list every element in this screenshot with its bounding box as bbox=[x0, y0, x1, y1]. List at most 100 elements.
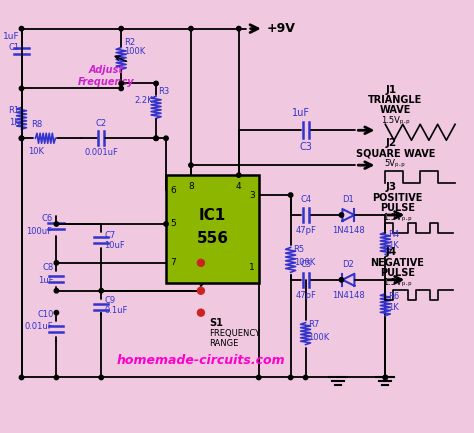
Circle shape bbox=[19, 86, 24, 90]
Circle shape bbox=[198, 287, 204, 294]
Text: R8: R8 bbox=[31, 120, 42, 129]
Text: 1N4148: 1N4148 bbox=[332, 226, 365, 235]
Text: C7: C7 bbox=[104, 231, 116, 240]
Circle shape bbox=[164, 222, 168, 226]
Circle shape bbox=[19, 26, 24, 31]
Text: D1: D1 bbox=[343, 195, 354, 204]
Text: TRIANGLE: TRIANGLE bbox=[368, 95, 422, 105]
Text: C6: C6 bbox=[41, 214, 53, 223]
Text: 7: 7 bbox=[170, 259, 176, 267]
Text: R3: R3 bbox=[158, 87, 169, 96]
Text: 4: 4 bbox=[236, 182, 242, 191]
Text: S1: S1 bbox=[209, 318, 223, 328]
Text: 1N4148: 1N4148 bbox=[332, 291, 365, 300]
Circle shape bbox=[339, 278, 344, 282]
Circle shape bbox=[54, 222, 59, 226]
Text: POSITIVE: POSITIVE bbox=[372, 193, 422, 203]
Text: C8: C8 bbox=[42, 263, 54, 272]
Circle shape bbox=[154, 81, 158, 86]
Text: 1.5Vₚ.ₚ: 1.5Vₚ.ₚ bbox=[383, 213, 411, 223]
Circle shape bbox=[339, 213, 344, 217]
Text: RANGE: RANGE bbox=[209, 339, 238, 348]
Circle shape bbox=[19, 136, 24, 140]
Text: homemade-circuits.com: homemade-circuits.com bbox=[117, 354, 285, 367]
Text: J2: J2 bbox=[385, 138, 396, 148]
Text: 100K: 100K bbox=[293, 259, 315, 267]
Text: 2.2K: 2.2K bbox=[135, 96, 153, 105]
Text: 1.5Vₚ.ₚ: 1.5Vₚ.ₚ bbox=[383, 278, 411, 287]
Text: 8: 8 bbox=[188, 182, 194, 191]
Text: NEGATIVE: NEGATIVE bbox=[370, 258, 424, 268]
Circle shape bbox=[154, 136, 158, 140]
Circle shape bbox=[198, 309, 204, 316]
Circle shape bbox=[237, 173, 241, 178]
Text: 556: 556 bbox=[196, 231, 228, 246]
Text: R5: R5 bbox=[293, 246, 305, 255]
Text: 100K: 100K bbox=[309, 333, 330, 342]
Circle shape bbox=[119, 81, 123, 86]
Text: 0.01uF: 0.01uF bbox=[25, 322, 54, 331]
Text: 100K: 100K bbox=[124, 47, 146, 56]
Circle shape bbox=[99, 288, 103, 293]
Text: 100uF: 100uF bbox=[27, 227, 53, 236]
Text: R7: R7 bbox=[309, 320, 320, 329]
Text: C4: C4 bbox=[300, 195, 311, 204]
Text: 10K: 10K bbox=[28, 147, 45, 156]
Circle shape bbox=[288, 375, 293, 380]
Text: D2: D2 bbox=[343, 260, 354, 269]
Text: 1uF: 1uF bbox=[292, 108, 310, 118]
Circle shape bbox=[154, 136, 158, 140]
Text: J3: J3 bbox=[385, 182, 396, 192]
Circle shape bbox=[19, 375, 24, 380]
Text: C2: C2 bbox=[96, 120, 107, 128]
Circle shape bbox=[256, 375, 261, 380]
Bar bbox=[166, 175, 259, 283]
Text: R6: R6 bbox=[388, 292, 400, 301]
Circle shape bbox=[119, 86, 123, 90]
Circle shape bbox=[54, 261, 59, 265]
Text: Adjust: Adjust bbox=[89, 65, 124, 75]
Circle shape bbox=[303, 375, 308, 380]
Text: 47pF: 47pF bbox=[295, 226, 316, 235]
Text: 1K: 1K bbox=[388, 242, 399, 250]
Circle shape bbox=[54, 310, 59, 315]
Text: 5Vₚ.ₚ: 5Vₚ.ₚ bbox=[385, 158, 406, 168]
Text: C5: C5 bbox=[300, 260, 311, 269]
Text: 1K: 1K bbox=[388, 303, 399, 312]
Text: IC1: IC1 bbox=[199, 207, 226, 223]
Text: C9: C9 bbox=[104, 296, 115, 305]
Text: C10: C10 bbox=[37, 310, 54, 319]
Text: PULSE: PULSE bbox=[380, 203, 415, 213]
Text: 0.001uF: 0.001uF bbox=[84, 148, 118, 157]
Text: 5: 5 bbox=[170, 220, 176, 229]
Text: 1.5Vₚ.ₚ: 1.5Vₚ.ₚ bbox=[381, 116, 410, 125]
Circle shape bbox=[164, 136, 168, 140]
Circle shape bbox=[54, 375, 59, 380]
Circle shape bbox=[237, 26, 241, 31]
Text: R1: R1 bbox=[9, 106, 19, 115]
Text: FREQUENCY: FREQUENCY bbox=[209, 329, 260, 338]
Text: Frequency: Frequency bbox=[78, 78, 135, 87]
Text: 1: 1 bbox=[249, 263, 255, 272]
Text: R2: R2 bbox=[124, 38, 135, 47]
Text: C1: C1 bbox=[9, 43, 19, 52]
Circle shape bbox=[189, 163, 193, 168]
Circle shape bbox=[19, 136, 24, 140]
Circle shape bbox=[119, 26, 123, 31]
Circle shape bbox=[198, 259, 204, 266]
Text: J4: J4 bbox=[385, 247, 397, 257]
Text: J1: J1 bbox=[385, 85, 396, 95]
Circle shape bbox=[288, 193, 293, 197]
Text: 6: 6 bbox=[170, 186, 176, 194]
Circle shape bbox=[189, 26, 193, 31]
Circle shape bbox=[54, 288, 59, 293]
Text: 1uF: 1uF bbox=[38, 276, 54, 285]
Text: R4: R4 bbox=[388, 230, 400, 239]
Circle shape bbox=[383, 375, 387, 380]
Text: PULSE: PULSE bbox=[380, 268, 415, 278]
Text: 10uF: 10uF bbox=[104, 242, 125, 250]
Circle shape bbox=[99, 375, 103, 380]
Text: 1K: 1K bbox=[9, 118, 19, 127]
Text: 3: 3 bbox=[249, 191, 255, 200]
Text: 1uF: 1uF bbox=[3, 32, 19, 41]
